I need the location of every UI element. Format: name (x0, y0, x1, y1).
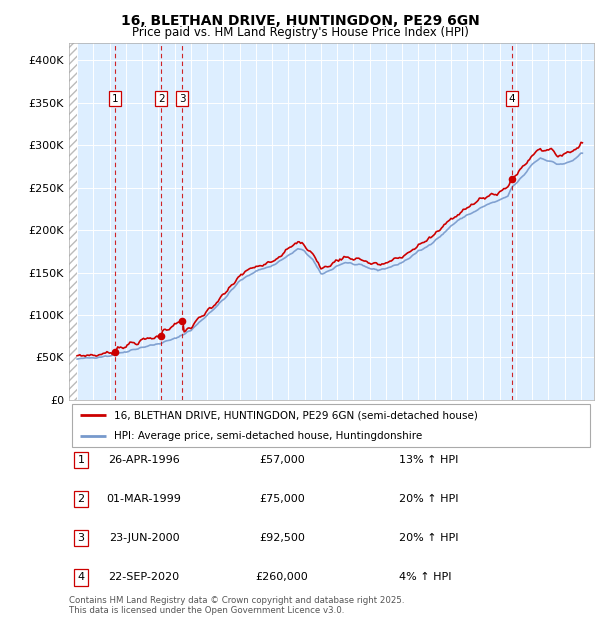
FancyBboxPatch shape (71, 404, 590, 447)
Text: £260,000: £260,000 (256, 572, 308, 582)
Text: £75,000: £75,000 (259, 494, 305, 504)
Text: 1: 1 (77, 455, 85, 465)
Text: 4% ↑ HPI: 4% ↑ HPI (399, 572, 452, 582)
Text: 20% ↑ HPI: 20% ↑ HPI (399, 533, 458, 543)
Text: £57,000: £57,000 (259, 455, 305, 465)
Text: Contains HM Land Registry data © Crown copyright and database right 2025.
This d: Contains HM Land Registry data © Crown c… (69, 596, 404, 615)
Text: 4: 4 (508, 94, 515, 104)
Text: 2: 2 (77, 494, 85, 504)
Text: 13% ↑ HPI: 13% ↑ HPI (399, 455, 458, 465)
Text: 01-MAR-1999: 01-MAR-1999 (107, 494, 181, 504)
Text: 26-APR-1996: 26-APR-1996 (108, 455, 180, 465)
Text: £92,500: £92,500 (259, 533, 305, 543)
Text: 2: 2 (158, 94, 164, 104)
Text: 3: 3 (77, 533, 85, 543)
Text: 4: 4 (77, 572, 85, 582)
Text: 22-SEP-2020: 22-SEP-2020 (109, 572, 179, 582)
Text: HPI: Average price, semi-detached house, Huntingdonshire: HPI: Average price, semi-detached house,… (113, 430, 422, 441)
Bar (69, 43, 77, 400)
Text: 20% ↑ HPI: 20% ↑ HPI (399, 494, 458, 504)
Text: 16, BLETHAN DRIVE, HUNTINGDON, PE29 6GN (semi-detached house): 16, BLETHAN DRIVE, HUNTINGDON, PE29 6GN … (113, 410, 478, 420)
Text: 23-JUN-2000: 23-JUN-2000 (109, 533, 179, 543)
Text: 3: 3 (179, 94, 185, 104)
Text: 16, BLETHAN DRIVE, HUNTINGDON, PE29 6GN: 16, BLETHAN DRIVE, HUNTINGDON, PE29 6GN (121, 14, 479, 28)
Text: 1: 1 (112, 94, 118, 104)
Text: Price paid vs. HM Land Registry's House Price Index (HPI): Price paid vs. HM Land Registry's House … (131, 26, 469, 39)
